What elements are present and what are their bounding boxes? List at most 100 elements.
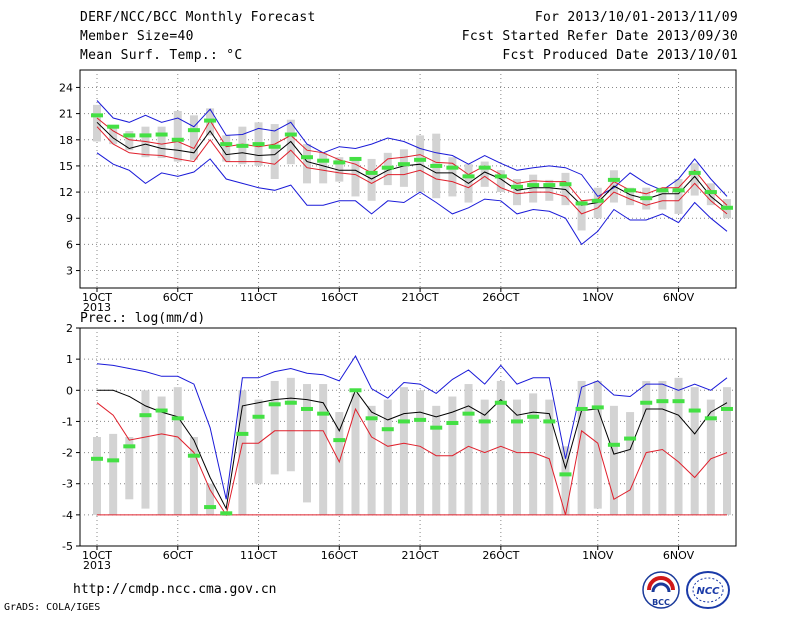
range-bar: [706, 399, 715, 515]
range-bar: [626, 412, 635, 515]
range-bar: [173, 110, 182, 162]
range-bar: [642, 380, 651, 515]
median-marker: [688, 170, 701, 175]
median-marker: [317, 411, 330, 416]
x-tick-label: 11OCT: [240, 291, 277, 304]
range-bar: [173, 387, 182, 515]
x-tick-label: 6NOV: [663, 291, 695, 304]
range-bar: [238, 390, 247, 515]
range-bar: [270, 380, 279, 475]
median-marker: [333, 438, 346, 443]
range-bar: [464, 384, 473, 515]
range-bar: [335, 157, 344, 182]
range-bar: [367, 158, 376, 201]
x-tick-year-label: 2013: [83, 559, 111, 572]
median-marker: [591, 198, 604, 203]
x-tick-label: 21OCT: [402, 291, 439, 304]
median-marker: [236, 143, 249, 148]
x-tick-label: 6OCT: [163, 291, 193, 304]
median-marker: [123, 133, 136, 138]
median-marker: [91, 456, 103, 461]
median-marker: [365, 170, 378, 175]
median-marker: [494, 174, 507, 179]
range-bar: [109, 126, 118, 145]
range-bar: [335, 412, 344, 515]
median-marker: [252, 142, 265, 147]
ensemble-mean-line: [96, 121, 728, 210]
median-marker: [591, 405, 604, 410]
max-line: [96, 354, 728, 500]
max-line: [96, 100, 728, 198]
x-tick-label: 1OCT: [82, 291, 112, 304]
range-bar: [109, 433, 118, 515]
median-marker: [381, 165, 394, 170]
median-marker: [268, 402, 281, 407]
median-marker: [349, 388, 362, 393]
median-marker: [365, 416, 378, 421]
x-tick-label: 11OCT: [240, 549, 277, 562]
spread-line: [96, 402, 728, 517]
ensemble-mean-line: [97, 389, 728, 511]
median-marker: [527, 183, 540, 188]
range-bar: [399, 149, 408, 187]
median-marker: [511, 184, 523, 189]
y-tick-label: -1: [62, 415, 73, 428]
y-tick-label: 18: [59, 134, 73, 147]
range-bar: [189, 437, 198, 515]
range-bar: [480, 399, 489, 515]
median-marker: [123, 444, 136, 449]
range-bar: [513, 399, 521, 515]
median-marker: [171, 416, 184, 421]
y-tick-label: 1: [66, 353, 73, 366]
median-marker: [624, 188, 637, 193]
y-tick-label: 24: [59, 81, 73, 94]
median-marker: [640, 196, 653, 201]
median-marker: [301, 406, 313, 411]
x-tick-label: 26OCT: [482, 291, 519, 304]
x-tick-label: 6NOV: [663, 549, 695, 562]
forecast-period: For 2013/10/01-2013/11/09: [534, 10, 738, 25]
range-bar: [367, 405, 376, 515]
range-bar: [658, 380, 667, 515]
range-bar: [496, 380, 505, 515]
median-marker: [494, 400, 507, 405]
range-bar: [529, 393, 538, 515]
median-marker: [704, 190, 717, 195]
range-bar: [626, 187, 635, 206]
source-url[interactable]: http://cmdp.ncc.cma.gov.cn: [73, 582, 277, 597]
x-tick-label: 1NOV: [582, 291, 614, 304]
median-marker: [575, 201, 588, 206]
range-bar: [93, 437, 101, 515]
range-bar: [674, 179, 683, 214]
produced-date: Fcst Produced Date 2013/10/01: [502, 48, 738, 63]
median-marker: [301, 155, 313, 160]
range-bar: [496, 170, 505, 193]
range-bar: [157, 396, 166, 515]
range-bar: [141, 390, 150, 509]
ncc-logo-text: NCC: [696, 586, 720, 597]
range-bar: [706, 183, 715, 206]
plot-frame: [79, 69, 737, 289]
range-bar: [319, 384, 328, 515]
median-marker: [220, 511, 233, 516]
median-marker: [91, 113, 103, 118]
median-marker: [252, 414, 265, 419]
range-bar: [206, 483, 215, 515]
refer-date: Fcst Started Refer Date 2013/09/30: [461, 29, 738, 44]
median-marker: [478, 165, 491, 170]
median-marker: [640, 400, 653, 405]
median-marker: [688, 408, 701, 413]
range-bar: [383, 399, 392, 515]
x-tick-label: 26OCT: [482, 549, 519, 562]
median-marker: [462, 174, 475, 179]
y-tick-label: 21: [59, 108, 73, 121]
range-bar: [561, 446, 570, 515]
median-marker: [284, 400, 297, 405]
median-marker: [236, 431, 249, 436]
range-bar: [416, 390, 425, 515]
median-marker: [430, 425, 443, 430]
median-marker: [414, 417, 427, 422]
median-marker: [721, 406, 733, 411]
median-marker: [543, 419, 556, 424]
